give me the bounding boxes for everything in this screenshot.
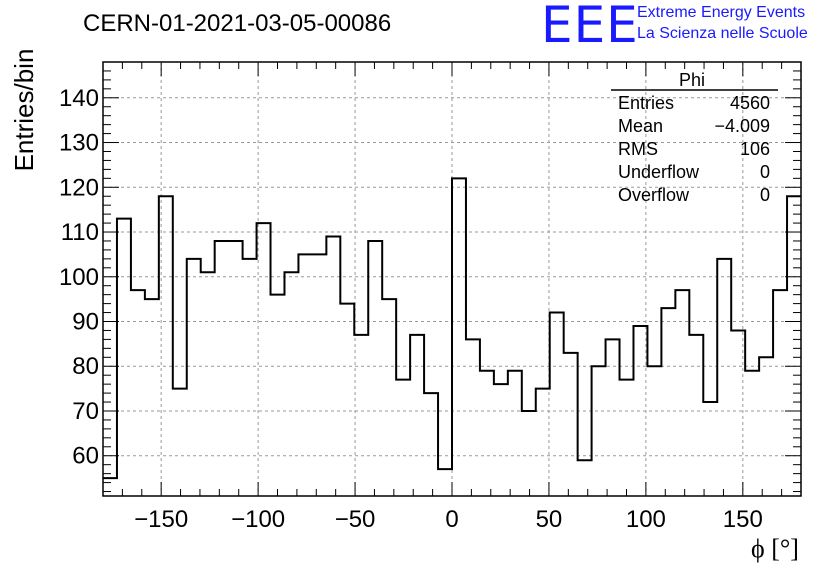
stats-label: Overflow: [618, 185, 690, 205]
x-axis-label: ϕ [°]: [751, 534, 799, 563]
logo-text-line2: La Scienza nelle Scuole: [637, 25, 808, 42]
histogram-outline: [103, 177, 801, 480]
stats-label: Entries: [618, 93, 675, 113]
x-tick-label: −100: [231, 506, 285, 533]
stats-label: Underflow: [618, 162, 700, 182]
stats-value: 106: [739, 139, 770, 159]
stats-label: RMS: [618, 139, 658, 159]
eee-logo-mark: EEE: [541, 0, 639, 54]
x-tick-label: 50: [536, 506, 563, 533]
x-tick-label: −150: [134, 506, 188, 533]
y-tick-label: 70: [72, 398, 99, 425]
y-tick-label: 120: [59, 174, 99, 201]
stats-value: 0: [759, 185, 770, 205]
stats-row-rms: RMS 106: [618, 139, 770, 160]
x-tick-label: 100: [626, 506, 666, 533]
x-tick-label: 150: [723, 506, 763, 533]
y-tick-label: 60: [72, 443, 99, 470]
y-tick-label: 90: [72, 309, 99, 336]
x-tick-label: 0: [445, 506, 458, 533]
stats-row-entries: Entries 4560: [618, 93, 770, 114]
x-tick-label: −50: [335, 506, 376, 533]
stats-row-underflow: Underflow 0: [618, 162, 770, 183]
x-axis-ticks: −150 −100 −50 0 50 100 150: [102, 62, 802, 533]
stats-value: −4.009: [714, 116, 770, 136]
stats-box-title: Phi: [679, 70, 706, 90]
stats-value: 4560: [729, 93, 770, 113]
stats-value: 0: [759, 162, 770, 182]
y-tick-label: 110: [61, 219, 99, 246]
y-axis-label: Entries/bin: [9, 49, 39, 172]
y-tick-label: 140: [59, 85, 99, 112]
logo-text-line1: Extreme Energy Events: [637, 4, 806, 21]
y-tick-label: 130: [59, 130, 99, 157]
y-tick-label: 100: [59, 264, 99, 291]
stats-label: Mean: [618, 116, 664, 136]
y-axis-ticks: 60 70 80 90 100 110 120 130 140: [59, 61, 801, 493]
stats-row-overflow: Overflow 0: [618, 185, 770, 206]
stats-row-mean: Mean −4.009: [618, 116, 770, 137]
y-tick-label: 80: [72, 353, 99, 380]
chart-title: CERN-01-2021-03-05-00086: [83, 10, 392, 37]
